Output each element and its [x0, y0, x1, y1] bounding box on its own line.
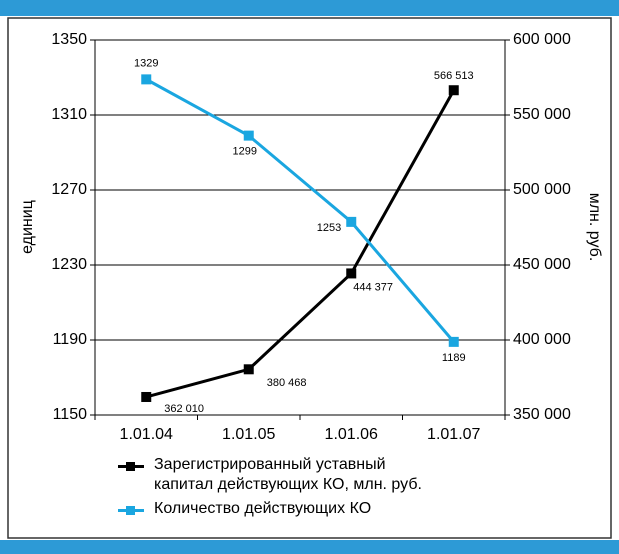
data-point — [448, 336, 459, 347]
legend-swatch — [118, 506, 144, 515]
legend-item: Количество действующих КО — [118, 499, 448, 519]
data-label: 444 377 — [353, 281, 393, 293]
data-label: 380 468 — [267, 377, 307, 389]
legend-item: Зарегистрированный уставный капитал дейс… — [118, 455, 448, 495]
y2-tick-label: 350 000 — [513, 406, 571, 423]
y2-tick-label: 450 000 — [513, 256, 571, 273]
x-tick-label: 1.01.05 — [222, 426, 275, 443]
data-label: 566 513 — [434, 70, 474, 82]
y2-axis-label: млн. руб. — [586, 193, 603, 262]
top-banner — [0, 0, 619, 16]
legend-marker — [126, 462, 135, 471]
legend: Зарегистрированный уставный капитал дейс… — [118, 455, 448, 523]
y2-tick-label: 550 000 — [513, 106, 571, 123]
data-point — [448, 85, 459, 96]
bottom-banner — [0, 540, 619, 554]
legend-label: Зарегистрированный уставный капитал дейс… — [154, 456, 422, 493]
y-tick-label: 1230 — [51, 256, 87, 273]
data-point — [243, 130, 254, 141]
data-point — [346, 216, 357, 227]
data-point — [346, 268, 357, 279]
data-point — [243, 364, 254, 375]
legend-marker — [126, 506, 135, 515]
data-label: 1189 — [442, 352, 466, 364]
data-label: 362 010 — [164, 403, 204, 415]
y2-tick-label: 500 000 — [513, 181, 571, 198]
x-tick-label: 1.01.07 — [427, 426, 480, 443]
data-label: 1253 — [317, 222, 341, 234]
series-line — [145, 89, 456, 399]
y-tick-label: 1190 — [53, 331, 88, 348]
x-tick-label: 1.01.04 — [120, 426, 173, 443]
series-line — [145, 78, 455, 343]
data-label: 1299 — [233, 146, 257, 158]
y2-tick-label: 600 000 — [513, 31, 571, 48]
legend-swatch — [118, 462, 144, 471]
y-tick-label: 1270 — [51, 181, 87, 198]
data-label: 1329 — [134, 57, 158, 69]
data-point — [141, 74, 152, 85]
y-tick-label: 1350 — [51, 31, 87, 48]
x-tick-label: 1.01.06 — [325, 426, 378, 443]
y-axis-label: единиц — [19, 200, 36, 254]
frame — [7, 17, 612, 539]
legend-label: Количество действующих КО — [154, 500, 372, 517]
data-point — [141, 391, 152, 402]
y-tick-label: 1150 — [53, 406, 88, 423]
y2-tick-label: 400 000 — [513, 331, 571, 348]
y-tick-label: 1310 — [51, 106, 87, 123]
